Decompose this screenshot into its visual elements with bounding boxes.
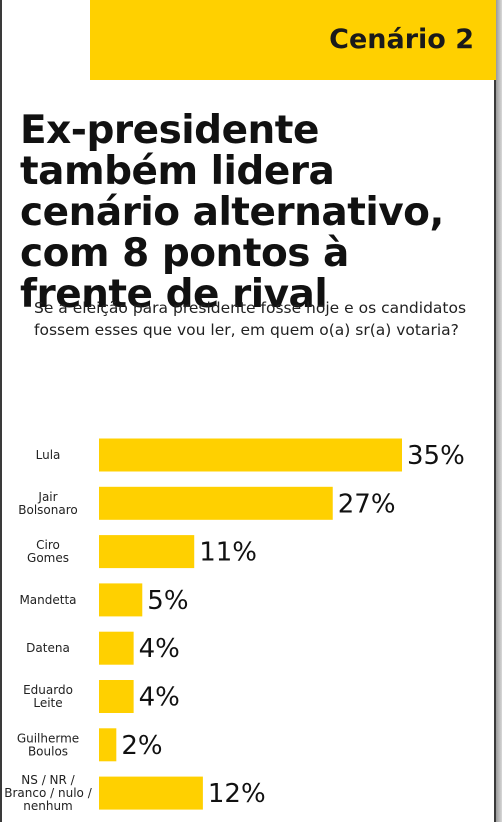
page-edge-shadow — [496, 0, 502, 822]
scenario-label: Cenário 2 — [329, 24, 474, 55]
category-label-2: Ciro Gomes — [27, 538, 69, 565]
bar-0 — [99, 438, 402, 472]
category-label-3: Mandetta — [19, 593, 76, 607]
category-label-1: Jair Bolsonaro — [18, 490, 77, 517]
category-label-0: Lula — [36, 448, 61, 462]
bar-3 — [99, 583, 143, 617]
category-label-5: Eduardo Leite — [23, 683, 73, 710]
value-label-5: 4% — [139, 683, 180, 713]
value-label-6: 2% — [121, 731, 162, 761]
scenario-header: Cenário 2 — [90, 0, 496, 80]
bar-2 — [99, 535, 195, 569]
headline: Ex-presidente também lidera cenário alte… — [20, 108, 444, 317]
value-label-4: 4% — [139, 634, 180, 664]
bar-4 — [99, 631, 134, 665]
category-label-6: Guilherme Boulos — [17, 731, 79, 758]
value-label-1: 27% — [338, 489, 396, 519]
category-label-4: Datena — [26, 641, 70, 655]
category-label-7: NS / NR / Branco / nulo / nenhum — [4, 773, 92, 813]
value-label-7: 12% — [208, 779, 266, 809]
bar-5 — [99, 680, 134, 713]
value-label-2: 11% — [199, 538, 257, 568]
value-label-0: 35% — [407, 441, 465, 471]
bar-1 — [99, 486, 333, 520]
bar-7 — [99, 776, 203, 810]
bar-6 — [99, 728, 117, 762]
value-label-3: 5% — [147, 586, 188, 616]
survey-question: Se a eleição para presidente fosse hoje … — [34, 299, 467, 339]
